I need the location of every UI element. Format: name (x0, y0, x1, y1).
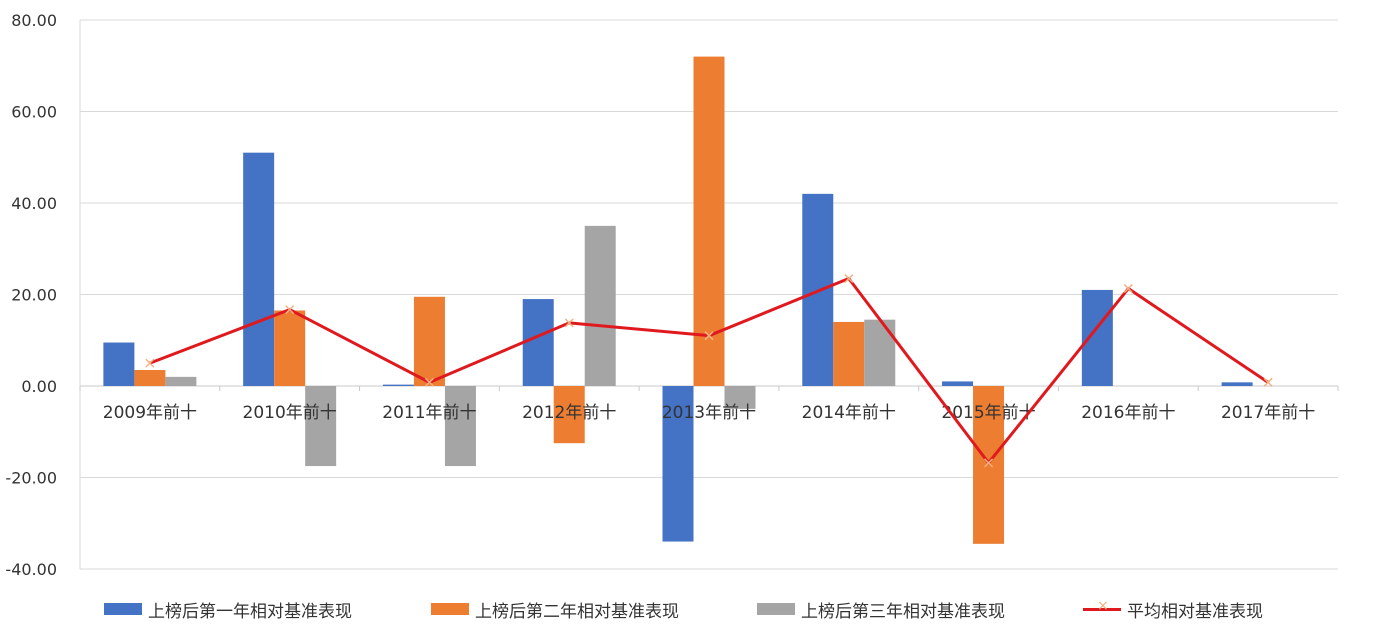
bar-series-3-1 (165, 376, 197, 386)
x-tick-label: 2014年前十 (802, 403, 896, 423)
bar-series-3-4 (584, 225, 616, 386)
average-line-marker-6 (844, 273, 854, 284)
x-tick-label: 2016年前十 (1081, 403, 1175, 423)
bars (103, 56, 1253, 544)
bar-series-3-5 (724, 386, 756, 409)
average-line-marker-2 (285, 305, 295, 315)
bar-series-3-2 (305, 386, 337, 467)
average-line-marker-1 (145, 358, 155, 368)
legend-item-series-1: 上榜后第一年相对基准表现 (104, 597, 352, 622)
bar-series-3-6 (864, 319, 896, 386)
x-tick-label: 2013年前十 (662, 403, 756, 423)
bar-series-1-1 (103, 342, 135, 386)
legend-swatch-series-3 (757, 603, 795, 615)
bar-series-2-4 (553, 386, 585, 444)
bar-series-1-7 (942, 381, 974, 386)
average-line-marker-7 (984, 458, 994, 468)
bar-series-3-3 (444, 386, 476, 467)
average-line-marker-5 (704, 331, 714, 341)
legend: 上榜后第一年相对基准表现 上榜后第二年相对基准表现 上榜后第三年相对基准表现 平… (0, 592, 1381, 626)
legend-label-series-3: 上榜后第三年相对基准表现 (801, 601, 1005, 622)
bar-series-1-9 (1221, 382, 1253, 386)
legend-label-series-2: 上榜后第二年相对基准表现 (475, 601, 679, 622)
x-tick-label: 2017年前十 (1221, 403, 1315, 423)
bar-series-2-2 (274, 310, 306, 386)
bar-series-1-8 (1081, 289, 1113, 386)
bar-series-1-4 (522, 299, 554, 386)
legend-swatch-series-4 (1083, 598, 1121, 615)
y-tick-label: -40.00 (5, 560, 57, 579)
legend-item-series-3: 上榜后第三年相对基准表现 (757, 597, 1005, 622)
bar-series-1-5 (662, 386, 694, 542)
average-line-marker-8 (1123, 284, 1133, 294)
y-tick-label: 80.00 (11, 11, 57, 30)
bar-series-1-3 (382, 384, 414, 386)
y-tick-label: 0.00 (21, 377, 57, 396)
x-tick-label: 2012年前十 (522, 403, 616, 423)
x-tick-label: 2009年前十 (103, 403, 197, 423)
y-tick-label: -20.00 (5, 469, 57, 488)
x-tick-label: 2011年前十 (382, 403, 476, 423)
bar-series-2-6 (833, 321, 865, 386)
legend-swatch-series-1 (104, 603, 142, 615)
x-axis-ticks: 2009年前十 2010年前十 2011年前十 2012年前十 2013年前十 2014年… (103, 403, 1315, 423)
bar-series-2-7 (973, 386, 1005, 544)
bar-series-2-3 (413, 296, 445, 386)
x-tick-label: 2010年前十 (243, 403, 337, 423)
x-tick-label: 2015年前十 (941, 403, 1035, 423)
combo-chart: 80.00 60.00 40.00 20.00 0.00 -20.00 -40.00 200… (5, 11, 1339, 579)
y-tick-label: 40.00 (11, 194, 57, 213)
y-tick-label: 20.00 (11, 286, 57, 305)
legend-item-series-4: 平均相对基准表现 (1083, 597, 1263, 622)
legend-swatch-series-2 (431, 603, 469, 615)
y-axis-ticks: 80.00 60.00 40.00 20.00 0.00 -20.00 -40.00 (5, 11, 57, 579)
legend-label-series-4: 平均相对基准表现 (1127, 601, 1263, 622)
average-line-marker-9 (1263, 377, 1273, 387)
y-tick-label: 60.00 (11, 103, 57, 122)
average-line (145, 273, 1273, 468)
bar-series-1-2 (243, 152, 275, 386)
legend-item-series-2: 上榜后第二年相对基准表现 (431, 597, 679, 622)
bar-series-2-1 (134, 369, 166, 386)
average-line-marker-3 (424, 377, 434, 387)
average-line-marker-4 (564, 318, 574, 328)
legend-label-series-1: 上榜后第一年相对基准表现 (148, 601, 352, 622)
